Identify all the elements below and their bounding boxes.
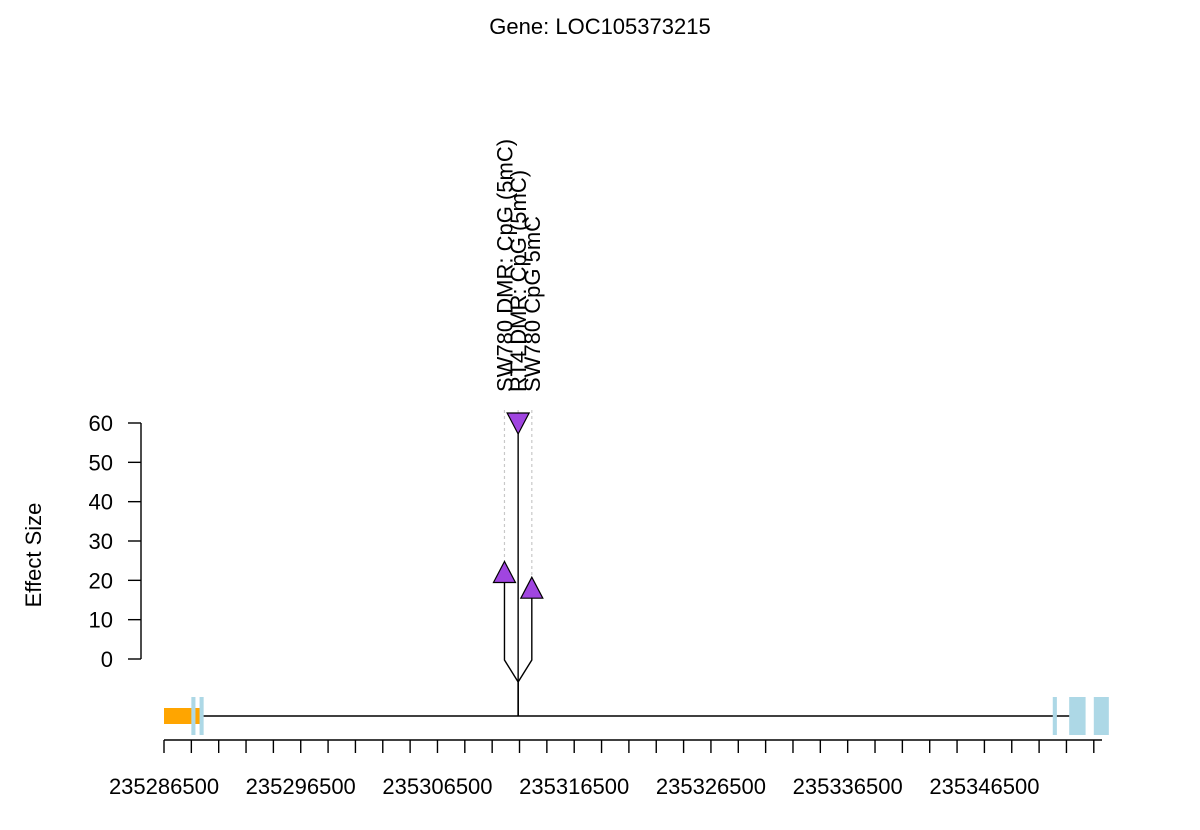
lollipop-series <box>492 410 544 716</box>
lollipop-marker <box>506 412 531 436</box>
point-annotations: SW780 DMR: CpG (5mC)RT4 DMR: CpG (5mC)SW… <box>492 139 544 392</box>
exon-block <box>1093 697 1109 735</box>
point-label: RT4 DMR: CpG (5mC) <box>506 170 531 392</box>
exon-block <box>191 697 196 735</box>
lollipop-stem <box>517 588 533 716</box>
lollipop-marker <box>519 575 544 599</box>
x-tick-label: 235336500 <box>793 774 903 799</box>
y-axis-label: Effect Size <box>21 503 46 608</box>
chart-title: Gene: LOC105373215 <box>489 14 710 39</box>
exon-block <box>199 697 204 735</box>
point-label: SW780 DMR: CpG (5mC) <box>492 139 517 392</box>
x-tick-label: 235316500 <box>519 774 629 799</box>
x-tick-label: 235296500 <box>246 774 356 799</box>
y-tick-label: 50 <box>89 450 113 475</box>
lollipop-stem <box>503 572 519 716</box>
y-tick-label: 30 <box>89 529 113 554</box>
x-tick-label: 235306500 <box>382 774 492 799</box>
y-tick-label: 60 <box>89 411 113 436</box>
y-tick-label: 40 <box>89 490 113 515</box>
x-axis: 235286500 235296500 235306500 235316500 2353… <box>109 739 1102 799</box>
x-tick-label: 235326500 <box>656 774 766 799</box>
gene-model <box>164 697 1109 735</box>
y-tick-label: 10 <box>89 608 113 633</box>
exon-block <box>1069 697 1086 735</box>
lollipop-marker <box>492 560 517 584</box>
x-tick-label: 235286500 <box>109 774 219 799</box>
x-tick-label: 235346500 <box>929 774 1039 799</box>
exon-block <box>1052 697 1057 735</box>
point-label: SW780 CpG 5mC <box>520 216 545 392</box>
y-tick-label: 0 <box>101 647 113 672</box>
y-axis: 0 10 20 30 40 50 60 <box>89 411 142 672</box>
y-tick-label: 20 <box>89 568 113 593</box>
